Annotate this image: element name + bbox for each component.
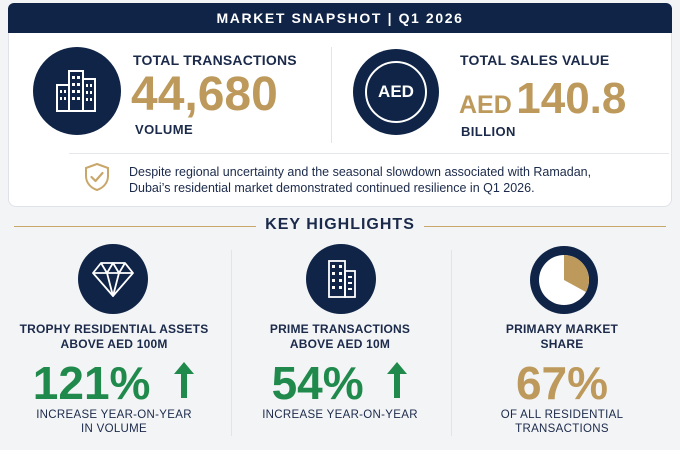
prime-title-line-2: ABOVE AED 10M bbox=[289, 337, 391, 351]
section-rule-left bbox=[14, 226, 256, 227]
primary-share-desc: OF ALL RESIDENTIAL TRANSACTIONS bbox=[462, 408, 662, 436]
shield-check-icon bbox=[83, 162, 111, 197]
trend-up-icon bbox=[173, 360, 195, 407]
trophy-desc-line-2: IN VOLUME bbox=[81, 423, 147, 435]
primary-share-value-text: 67% bbox=[515, 357, 609, 409]
diamond-icon bbox=[78, 244, 148, 314]
transactions-value: 44,680 bbox=[131, 68, 278, 121]
primary-share-title: PRIMARY MARKET SHARE bbox=[462, 322, 662, 352]
buildings-icon bbox=[33, 47, 121, 135]
header-bar: MARKET SNAPSHOT | Q1 2026 bbox=[8, 3, 672, 33]
sales-sub: BILLION bbox=[461, 124, 516, 139]
header-title: MARKET SNAPSHOT | Q1 2026 bbox=[216, 10, 464, 26]
trophy-title-line-2: ABOVE AED 100M bbox=[60, 337, 168, 351]
primary-share-desc-line-1: OF ALL RESIDENTIAL bbox=[500, 409, 624, 421]
highlight-prime: PRIME TRANSACTIONS ABOVE AED 10M 54% INC… bbox=[240, 242, 440, 438]
prime-value: 54% bbox=[240, 360, 440, 407]
trophy-desc: INCREASE YEAR-ON-YEAR IN VOLUME bbox=[14, 408, 214, 436]
prime-title-line-1: PRIME TRANSACTIONS bbox=[269, 322, 411, 336]
currency-badge: AED bbox=[353, 49, 439, 135]
trophy-value: 121% bbox=[14, 360, 214, 407]
trend-up-icon bbox=[386, 360, 408, 407]
snapshot-card: TOTAL TRANSACTIONS 44,680 VOLUME AED TOT… bbox=[8, 33, 672, 207]
currency-badge-text: AED bbox=[378, 82, 414, 101]
primary-share-value: 67% bbox=[462, 360, 662, 406]
primary-share-desc-line-2: TRANSACTIONS bbox=[515, 423, 609, 435]
trophy-title-line-1: TROPHY RESIDENTIAL ASSETS bbox=[19, 322, 209, 336]
transactions-label: TOTAL TRANSACTIONS bbox=[133, 52, 297, 68]
section-title: KEY HIGHLIGHTS bbox=[265, 216, 415, 233]
primary-share-title-line-2: SHARE bbox=[540, 337, 584, 351]
sales-label: TOTAL SALES VALUE bbox=[460, 52, 610, 68]
trophy-title: TROPHY RESIDENTIAL ASSETS ABOVE AED 100M bbox=[14, 322, 214, 352]
highlight-trophy: TROPHY RESIDENTIAL ASSETS ABOVE AED 100M… bbox=[14, 242, 214, 438]
highlight-divider-2 bbox=[451, 250, 452, 436]
note-line-1: Despite regional uncertainty and the sea… bbox=[129, 165, 592, 179]
prime-title: PRIME TRANSACTIONS ABOVE AED 10M bbox=[240, 322, 440, 352]
primary-share-title-line-1: PRIMARY MARKET bbox=[505, 322, 619, 336]
prime-value-text: 54% bbox=[271, 357, 364, 409]
highlight-divider-1 bbox=[231, 250, 232, 436]
sales-value-number: 140.8 bbox=[516, 74, 627, 123]
building-icon bbox=[306, 244, 376, 314]
resilience-note: Despite regional uncertainty and the sea… bbox=[69, 153, 669, 195]
note-text: Despite regional uncertainty and the sea… bbox=[129, 164, 659, 196]
prime-desc-line-1: INCREASE YEAR-ON-YEAR bbox=[262, 409, 418, 421]
sales-value-prefix: AED bbox=[459, 91, 512, 119]
kpi-divider bbox=[331, 47, 332, 143]
sales-value: AED 140.8 bbox=[459, 77, 626, 121]
trophy-desc-line-1: INCREASE YEAR-ON-YEAR bbox=[36, 409, 192, 421]
section-rule-right bbox=[424, 226, 666, 227]
pie-chart-icon bbox=[528, 244, 600, 321]
highlight-primary-share: PRIMARY MARKET SHARE 67% OF ALL RESIDENT… bbox=[462, 242, 662, 438]
transactions-sub: VOLUME bbox=[135, 122, 194, 137]
trophy-value-text: 121% bbox=[32, 357, 151, 409]
prime-desc: INCREASE YEAR-ON-YEAR bbox=[240, 408, 440, 422]
note-line-2: Dubai’s residential market demonstrated … bbox=[129, 181, 535, 195]
